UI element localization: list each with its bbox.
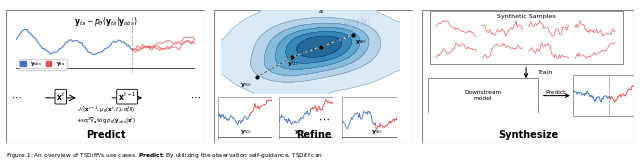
Text: $\mathbf{y}_{(K)}$: $\mathbf{y}_{(K)}$ [355,39,367,46]
Text: $\mathbf{x}^t$: $\mathbf{x}^t$ [56,91,65,103]
Legend: $\mathbf{y}_{obs}$, $\mathbf{y}_{ta}$: $\mathbf{y}_{obs}$, $\mathbf{y}_{ta}$ [19,59,67,70]
Text: $\mathbf{y}_{ta} \sim p_\theta(\mathbf{y}_{ta}|\mathbf{y}_{obs})$: $\mathbf{y}_{ta} \sim p_\theta(\mathbf{y… [74,15,138,28]
Text: Predict: Predict [545,90,566,95]
Text: $\mathcal{N}(\mathbf{x}^{t-1};\mu_\theta(\mathbf{x}^t,t),\sigma_t^2\mathbf{I})$
: $\mathcal{N}(\mathbf{x}^{t-1};\mu_\theta… [76,104,136,127]
Text: $\cdots$: $\cdots$ [190,92,200,102]
FancyBboxPatch shape [429,11,623,64]
Text: Predict: Predict [86,130,125,140]
Text: $\mathbf{y}_{(0)}$: $\mathbf{y}_{(0)}$ [240,128,252,136]
Text: Downstream
model: Downstream model [465,90,502,101]
Text: Refine: Refine [296,130,332,140]
Text: $\mathbf{y}_{(1)}$: $\mathbf{y}_{(1)}$ [294,128,306,136]
Text: $\mathbf{y} \sim p_\theta(\mathbf{y})$: $\mathbf{y} \sim p_\theta(\mathbf{y})$ [511,15,545,28]
Text: Synthesize: Synthesize [498,130,558,140]
Text: Train: Train [538,70,553,75]
Text: $\mathbf{y}_{(0)}$: $\mathbf{y}_{(0)}$ [240,81,252,89]
Text: Synthetic Samples: Synthetic Samples [497,14,556,19]
Text: $\cdots$: $\cdots$ [11,92,21,102]
Text: $\cdots$: $\cdots$ [317,114,330,124]
Text: Figure 1: An overview of TSDiff\'s use cases. $\mathbf{Predict}$: By utilizing t: Figure 1: An overview of TSDiff\'s use c… [6,151,323,160]
Text: $a_i$: $a_i$ [317,8,324,16]
Text: $p_\theta(\mathbf{y}|\hat{\mathbf{y}})$: $p_\theta(\mathbf{y}|\hat{\mathbf{y}})$ [343,15,371,29]
Text: $\mathbf{y}_{(1)}$: $\mathbf{y}_{(1)}$ [287,61,298,68]
Text: $\mathbf{y}_{(K)}$: $\mathbf{y}_{(K)}$ [371,128,383,136]
FancyBboxPatch shape [428,78,538,113]
Text: $\mathbf{x}^{t-1}$: $\mathbf{x}^{t-1}$ [118,91,136,103]
